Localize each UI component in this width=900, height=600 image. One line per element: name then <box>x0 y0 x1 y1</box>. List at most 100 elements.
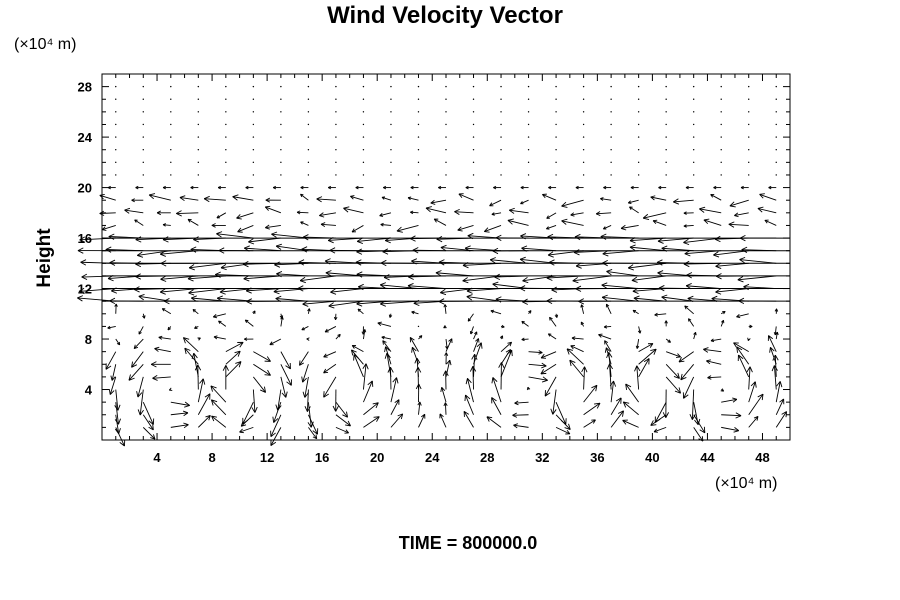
vector-head <box>542 194 546 199</box>
vector-head <box>410 337 415 341</box>
vector-dot <box>527 161 530 164</box>
vector-head <box>475 338 479 342</box>
wind-vector <box>555 123 557 126</box>
wind-vector <box>634 365 641 390</box>
vector-head <box>753 415 759 419</box>
wind-vector <box>775 123 777 126</box>
wind-vector <box>520 185 529 190</box>
vector-head <box>512 414 518 418</box>
vector-head <box>150 363 157 368</box>
wind-vector <box>252 174 255 176</box>
vector-dot <box>170 161 172 164</box>
vector-shaft <box>379 212 392 217</box>
vector-head <box>678 387 682 394</box>
wind-vector <box>299 351 309 366</box>
vector-head <box>217 295 223 299</box>
vector-dot <box>335 149 337 151</box>
vector-head <box>512 412 517 416</box>
vector-head <box>443 402 446 407</box>
wind-vector <box>107 325 116 330</box>
vector-head <box>182 337 186 344</box>
x-unit-label: (×10⁴ m) <box>715 475 777 492</box>
vector-head <box>343 206 350 209</box>
vector-shaft <box>218 320 227 327</box>
wind-vector <box>115 161 117 164</box>
vector-dot <box>775 111 777 113</box>
vector-head <box>608 352 613 358</box>
vector-shaft <box>628 199 639 204</box>
wind-vector <box>142 111 144 113</box>
vector-head <box>491 213 495 216</box>
vector-head <box>603 326 608 329</box>
vector-shaft <box>154 348 171 353</box>
vector-head <box>492 283 498 288</box>
vector-shaft <box>528 351 543 354</box>
vector-head <box>658 187 662 190</box>
vector-dot <box>555 98 557 100</box>
wind-vector <box>692 85 695 88</box>
vector-dot <box>748 174 750 176</box>
vector-head <box>218 247 225 251</box>
wind-vector <box>270 414 282 438</box>
vector-head <box>484 231 490 233</box>
vector-shaft <box>280 364 292 386</box>
wind-vector <box>673 198 694 205</box>
vector-head <box>568 423 571 430</box>
vector-head <box>182 410 189 414</box>
vector-shaft <box>213 336 226 340</box>
vector-head <box>668 339 671 343</box>
vector-shaft <box>546 212 557 219</box>
vector-head <box>380 282 386 286</box>
wind-vector <box>692 123 695 126</box>
vector-shaft <box>721 398 737 403</box>
vector-dot <box>445 149 447 151</box>
vector-head <box>627 264 634 269</box>
wind-vector <box>733 342 749 353</box>
vector-head <box>307 422 312 428</box>
vector-shaft <box>710 338 722 342</box>
wind-vector <box>142 427 156 440</box>
vector-head <box>435 270 442 274</box>
vector-shaft <box>362 329 366 340</box>
vector-shaft <box>703 348 722 353</box>
vector-shaft <box>693 332 697 340</box>
wind-vector <box>194 364 202 390</box>
vector-head <box>687 295 694 299</box>
vector-head <box>135 239 142 243</box>
vector-head <box>80 259 87 263</box>
wind-vector <box>692 136 695 138</box>
vector-head <box>465 187 469 190</box>
vector-head <box>683 394 689 399</box>
vector-head <box>183 422 189 426</box>
vector-head <box>604 347 607 353</box>
vector-head <box>351 349 357 353</box>
vector-head <box>324 328 328 333</box>
vector-head <box>540 369 545 375</box>
wind-vector <box>601 294 639 302</box>
vector-head <box>273 418 279 423</box>
vector-shaft <box>193 353 199 377</box>
vector-head <box>411 347 413 353</box>
wind-vector <box>554 313 559 318</box>
vector-shaft <box>661 296 694 302</box>
vector-shaft <box>324 326 337 333</box>
vector-head <box>323 353 327 358</box>
vector-shaft <box>269 338 282 346</box>
vector-dot <box>417 85 420 88</box>
vector-head <box>707 377 712 380</box>
vector-head <box>105 246 112 250</box>
vector-head <box>675 356 681 358</box>
wind-vector <box>658 185 667 190</box>
vector-head <box>625 383 628 391</box>
wind-vector <box>720 123 722 126</box>
vector-head <box>501 324 505 328</box>
wind-vector <box>653 426 667 433</box>
wind-vector <box>363 402 379 416</box>
vector-dot <box>417 161 420 164</box>
vector-shaft <box>621 225 639 229</box>
vector-head <box>281 392 287 398</box>
vector-head <box>684 253 691 257</box>
vector-head <box>152 424 154 430</box>
vector-shaft <box>653 426 667 433</box>
vector-head <box>197 364 202 371</box>
